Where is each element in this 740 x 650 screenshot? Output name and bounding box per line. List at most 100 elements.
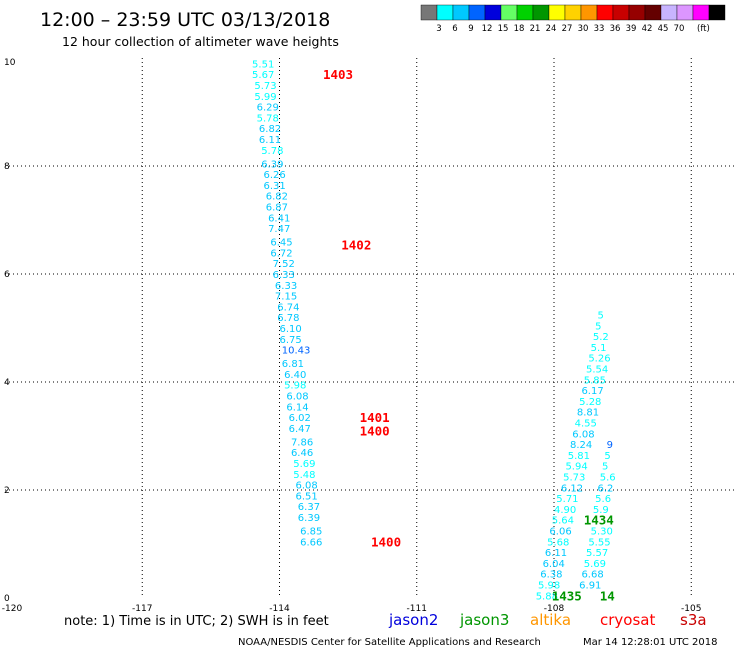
wave-height-label: 5.98 [284, 381, 306, 392]
colorbar-swatch [596, 4, 614, 21]
wave-height-label: 5 [597, 311, 603, 322]
x-tick-label: -114 [269, 604, 290, 614]
satellite-cryosat: cryosat [600, 611, 655, 629]
colorbar-label: 30 [578, 24, 589, 34]
satellite-s3a: s3a [680, 611, 707, 629]
wave-height-label: 5.57 [586, 548, 608, 559]
y-tick-labels: 0 2 4 6 8 10 [4, 58, 16, 604]
satellite-jason3: jason3 [459, 611, 509, 629]
colorbar-legend: 3 6 9 12 15 18 21 24 27 30 33 36 39 42 45 70 (ft) [420, 4, 726, 34]
wave-height-label: 5.55 [588, 537, 610, 548]
wave-height-label: 6.06 [549, 527, 571, 538]
wave-height-label: 6.04 [543, 559, 565, 570]
wave-height-label: 5.99 [254, 92, 276, 103]
chart-subtitle: 12 hour collection of altimeter wave hei… [62, 34, 339, 49]
wave-height-label: 8.24 [570, 440, 592, 451]
time-label: 1402 [341, 237, 371, 252]
wave-height-label: 5.26 [588, 354, 610, 365]
colorbar-label: 12 [482, 24, 493, 34]
colorbar-label: 42 [642, 24, 653, 34]
x-tick-label: -111 [407, 604, 427, 614]
colorbar-swatch [628, 4, 646, 21]
wave-height-label: 5.68 [547, 537, 569, 548]
time-label: 1400 [360, 424, 390, 439]
wave-height-label: 4.90 [554, 505, 576, 516]
wave-height-label: 5.30 [591, 527, 613, 538]
wave-height-label: 6.46 [291, 448, 313, 459]
wave-height-label: 5.78 [257, 113, 279, 124]
wave-height-label: 6.29 [257, 103, 279, 114]
wave-height-label: 6.91 [579, 581, 601, 592]
wave-height-label: 6.74 [277, 302, 299, 313]
colorbar-label: 45 [658, 24, 669, 34]
wave-height-labels: 5.515.675.735.996.295.786.826.115.786.39… [252, 59, 616, 602]
colorbar-label: 6 [452, 24, 457, 34]
wave-height-label: 5.6 [600, 473, 616, 484]
colorbar-swatch [548, 4, 566, 21]
wave-height-label: 6.75 [280, 335, 302, 346]
time-label: 1400 [371, 534, 401, 549]
wave-height-label: 5.98 [538, 581, 560, 592]
colorbar-swatch [420, 4, 438, 21]
wave-height-label: 6.17 [581, 386, 603, 397]
x-tick-label: -108 [544, 604, 565, 614]
wave-height-label: 6.08 [572, 429, 594, 440]
colorbar-swatch [660, 4, 678, 21]
wave-height-label: 6.47 [289, 424, 311, 435]
satellite-altika: altika [530, 611, 571, 629]
colorbar-swatch [500, 4, 518, 21]
wave-height-label: 6.82 [259, 124, 281, 135]
colorbar-swatch [612, 4, 630, 21]
colorbar-label: 27 [562, 24, 573, 34]
wave-height-label: 5.69 [584, 559, 606, 570]
wave-height-label: 6.82 [266, 192, 288, 203]
wave-height-label: 7.47 [268, 224, 290, 235]
colorbar-label: 33 [594, 24, 605, 34]
wave-height-label: 6.68 [581, 570, 603, 581]
footer-timestamp: Mar 14 12:28:01 UTC 2018 [583, 637, 718, 648]
colorbar-label: 3 [436, 24, 441, 34]
wave-height-label: 6.87 [266, 203, 288, 214]
wave-height-label: 6.66 [300, 537, 322, 548]
colorbar-swatch [676, 4, 694, 21]
wave-height-label: 6.45 [270, 238, 292, 249]
wave-height-label: 5.67 [252, 70, 274, 81]
y-tick-label: 2 [4, 486, 10, 496]
wave-height-label: 5.64 [552, 516, 574, 527]
wave-height-label: 6.78 [277, 313, 299, 324]
wave-height-label: 6.10 [280, 324, 302, 335]
wave-height-label: 5.69 [293, 459, 315, 470]
grid-lines [5, 58, 737, 598]
wave-height-label: 6.11 [545, 548, 567, 559]
wave-height-label: 6.38 [540, 570, 562, 581]
time-label: 1434 [584, 513, 614, 528]
wave-height-label: 5.54 [586, 365, 608, 376]
y-tick-label: 10 [4, 58, 16, 68]
time-label: 14 [600, 588, 615, 603]
note-text: note: 1) Time is in UTC; 2) SWH is in fe… [64, 614, 329, 629]
footer-credit: NOAA/NESDIS Center for Satellite Applica… [238, 637, 541, 648]
colorbar-swatch [532, 4, 550, 21]
wave-height-label: 6.85 [300, 527, 322, 538]
wave-height-label: 5.9 [593, 505, 609, 516]
wave-height-label: 6.72 [270, 248, 292, 259]
x-tick-labels: -120 -117 -114 -111 -108 -105 [2, 604, 702, 614]
chart-title: 12:00 – 23:59 UTC 03/13/2018 [40, 9, 330, 31]
wave-height-label: 7.52 [273, 259, 295, 270]
colorbar-label: 39 [626, 24, 637, 34]
wave-height-label: 6.51 [296, 491, 318, 502]
wave-height-label: 5.85 [584, 375, 606, 386]
wave-height-label: 6.08 [296, 481, 318, 492]
time-label: 1435 [552, 588, 582, 603]
colorbar-label: 21 [530, 24, 541, 34]
time-label: 1403 [323, 67, 353, 82]
colorbar-swatch [692, 4, 710, 21]
wave-height-label: 6.26 [263, 170, 285, 181]
wave-height-label: 6.39 [298, 513, 320, 524]
colorbar-swatch [644, 4, 662, 21]
wave-height-label: 6.2 [597, 483, 613, 494]
wave-height-label: 6.41 [268, 213, 290, 224]
wave-height-label: 6.81 [282, 359, 304, 370]
wave-height-label: 6.11 [259, 135, 281, 146]
